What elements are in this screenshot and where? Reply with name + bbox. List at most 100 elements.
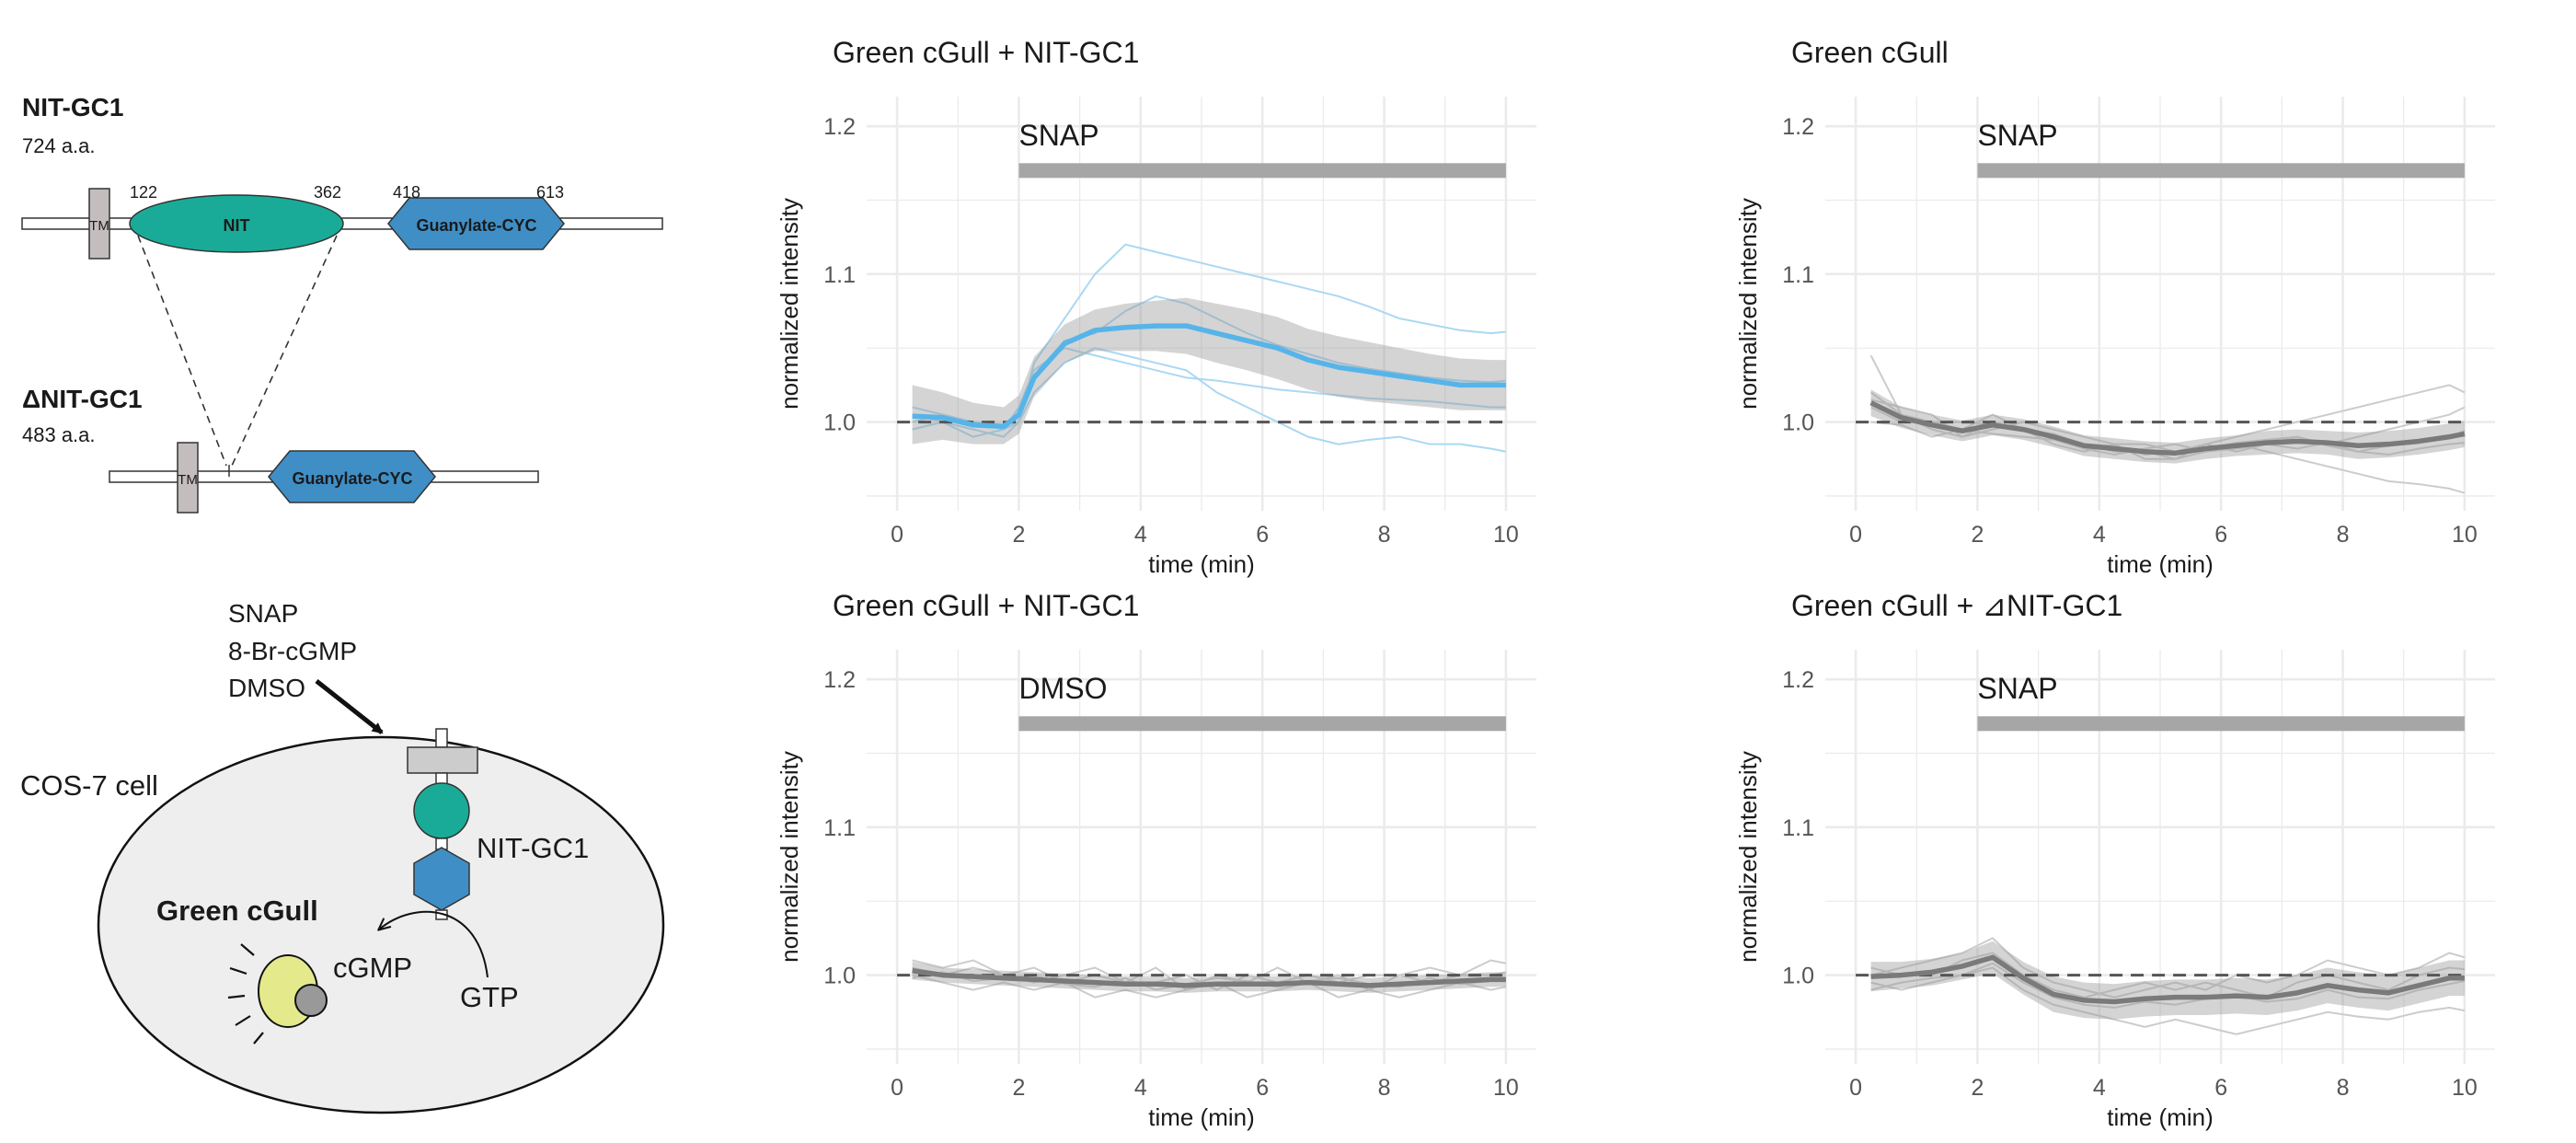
receptor-label: NIT-GC1 <box>477 832 589 864</box>
trace-line-3 <box>1870 952 2466 999</box>
x-tick-label: 8 <box>2337 1075 2350 1101</box>
x-tick-label: 2 <box>1013 522 1026 548</box>
chart-top-right: SNAP 0 2 4 6 8 10 1.0 1.1 1.2 time (min) normalized… <box>1734 36 2495 578</box>
mean-line <box>1870 954 2465 1005</box>
x-tick-label: 4 <box>1134 1075 1147 1101</box>
confidence-band <box>912 297 1506 444</box>
x-axis-label: time (min) <box>2107 550 2214 578</box>
mean-line <box>1869 400 2466 456</box>
x-tick-label: 6 <box>1256 522 1269 548</box>
x-tick-label: 8 <box>1378 522 1391 548</box>
x-axis-label: time (min) <box>2107 1103 2214 1131</box>
cell-schematic: SNAP 8-Br-cGMP DMSO COS-7 cell NIT-GC1 G… <box>20 599 665 1114</box>
chart-title: Green cGull <box>1791 36 1949 69</box>
mean-line <box>912 968 1506 988</box>
x-tick-label: 6 <box>2214 1075 2227 1101</box>
x-tick-label: 4 <box>2093 522 2106 548</box>
x-tick-label: 2 <box>1972 522 1984 548</box>
truncated-protein-tm-domain <box>177 442 199 514</box>
x-tick-label: 10 <box>1493 522 1519 548</box>
x-axis-label: time (min) <box>1148 550 1255 578</box>
treatment-bar <box>1018 163 1506 179</box>
full-protein-tm-domain <box>88 188 110 260</box>
trace-line-2 <box>1870 406 2466 494</box>
y-tick-label: 1.0 <box>823 964 856 989</box>
cyc-domain-label: Guanylate-CYC <box>416 216 536 235</box>
x-axis-label: time (min) <box>1148 1103 1255 1131</box>
chart-bottom-right: SNAP 0 2 4 6 8 10 1.0 1.1 1.2 time (min) normalized… <box>1734 589 2495 1131</box>
truncated-protein-name: ΔNIT-GC1 <box>22 385 143 413</box>
y-tick-label: 1.2 <box>823 667 856 693</box>
cell-type-label: COS-7 cell <box>20 769 158 802</box>
truncated-cyc-domain <box>268 450 436 503</box>
treatment-bar <box>1018 716 1506 732</box>
trace-line-1 <box>912 243 1507 438</box>
y-tick-label: 1.1 <box>1782 262 1814 288</box>
sensor-fluorescence-rays <box>227 943 264 1045</box>
x-tick-label: 0 <box>891 1075 903 1101</box>
nit-domain-label: NIT <box>224 216 250 235</box>
nit-domain <box>129 194 344 253</box>
x-tick-label: 0 <box>1849 1075 1862 1101</box>
x-tick-label: 8 <box>1378 1075 1391 1101</box>
receptor-membrane-anchor <box>407 746 478 774</box>
treatment-label: SNAP <box>1977 119 2057 152</box>
domain-diagram: NIT-GC1 724 a.a. TM NIT 122 362 Guanylat… <box>21 93 663 514</box>
y-axis-label: normalized intensity <box>776 198 803 410</box>
truncated-cyc-domain-label: Guanylate-CYC <box>292 469 412 488</box>
substrate-label: GTP <box>460 981 519 1013</box>
product-label: cGMP <box>333 952 412 984</box>
chart-bottom-left: DMSO 0 2 4 6 8 10 1.0 1.1 1.2 time (min) normalized… <box>776 589 1536 1131</box>
x-tick-label: 0 <box>891 522 903 548</box>
x-tick-label: 2 <box>1013 1075 1026 1101</box>
treatment-bar <box>1977 716 2465 732</box>
mean-line <box>912 323 1506 430</box>
y-tick-label: 1.2 <box>1782 114 1814 140</box>
treatment-label: DMSO <box>1018 672 1107 705</box>
treatment-label-snap: SNAP <box>228 599 298 628</box>
confidence-band <box>1870 941 2465 1020</box>
y-tick-label: 1.1 <box>823 262 856 288</box>
y-axis-label: normalized intensity <box>1734 751 1762 963</box>
x-tick-label: 10 <box>2452 522 2478 548</box>
chart-title: Green cGull + ⊿NIT-GC1 <box>1791 589 2122 622</box>
nit-start-residue: 122 <box>130 183 157 202</box>
trace-line-2 <box>1870 966 2466 1035</box>
full-protein-tm-label: TM <box>89 218 109 234</box>
y-tick-label: 1.2 <box>823 114 856 140</box>
treatment-bar <box>1977 163 2465 179</box>
cyc-domain <box>387 197 565 250</box>
x-tick-label: 10 <box>2452 1075 2478 1101</box>
trace-line-4 <box>1870 962 2466 1009</box>
x-tick-label: 4 <box>1134 522 1147 548</box>
trace-line-1 <box>1870 937 2466 999</box>
y-tick-label: 1.0 <box>823 410 856 436</box>
full-protein-length: 724 a.a. <box>22 134 96 157</box>
reaction-arrow <box>379 910 489 978</box>
x-tick-label: 4 <box>2093 1075 2106 1101</box>
sensor-label: Green cGull <box>156 895 318 927</box>
x-tick-label: 8 <box>2337 522 2350 548</box>
y-axis-label: normalized intensity <box>1734 198 1762 410</box>
x-tick-label: 6 <box>2214 522 2227 548</box>
sensor-bound-cgmp <box>294 984 328 1017</box>
cyc-end-residue: 613 <box>536 183 564 202</box>
x-tick-label: 6 <box>1256 1075 1269 1101</box>
x-tick-label: 0 <box>1849 522 1862 548</box>
deletion-guide-left <box>137 235 227 467</box>
cyc-start-residue: 418 <box>393 183 420 202</box>
treatment-arrow <box>315 679 384 734</box>
y-tick-label: 1.0 <box>1782 964 1814 989</box>
confidence-band <box>1870 389 2465 464</box>
full-protein-name: NIT-GC1 <box>22 93 123 121</box>
y-tick-label: 1.1 <box>1782 815 1814 841</box>
y-axis-label: normalized intensity <box>776 751 803 963</box>
chart-top-left: SNAP 0 2 4 6 8 10 1.0 1.1 1.2 time (min) normalized… <box>776 36 1536 578</box>
truncated-protein-tm-label: TM <box>178 472 198 488</box>
trace-line-3 <box>912 347 1507 453</box>
y-tick-label: 1.1 <box>823 815 856 841</box>
treatment-label-8br-cgmp: 8-Br-cGMP <box>228 637 357 665</box>
x-tick-label: 2 <box>1972 1075 1984 1101</box>
y-tick-label: 1.2 <box>1782 667 1814 693</box>
